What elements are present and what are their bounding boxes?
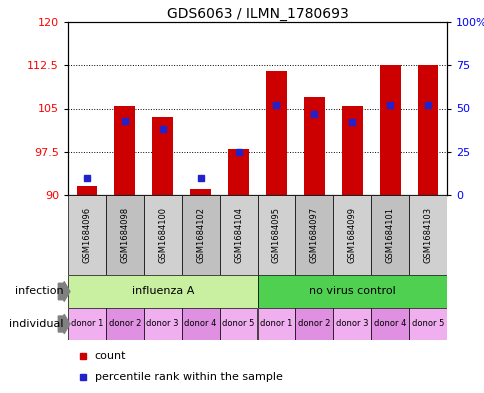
Bar (182, 195, 219, 275)
Bar (333, 308, 370, 340)
Bar (417, 65, 438, 195)
Text: donor 3: donor 3 (335, 320, 368, 329)
Bar (106, 308, 143, 340)
Text: infection: infection (15, 286, 63, 296)
Bar (266, 71, 286, 195)
Bar (68, 308, 106, 340)
Bar (143, 308, 182, 340)
Text: donor 2: donor 2 (108, 320, 141, 329)
Bar (182, 308, 219, 340)
Bar (408, 195, 446, 275)
Text: donor 3: donor 3 (146, 320, 179, 329)
Bar (106, 195, 143, 275)
Text: donor 5: donor 5 (411, 320, 443, 329)
Bar (295, 308, 333, 340)
Bar (190, 189, 211, 195)
Bar (257, 195, 295, 275)
Text: GSM1684102: GSM1684102 (196, 207, 205, 263)
Text: donor 4: donor 4 (373, 320, 406, 329)
Text: individual: individual (9, 319, 63, 329)
Bar (341, 106, 362, 195)
Text: GSM1684101: GSM1684101 (385, 207, 394, 263)
Bar (370, 308, 408, 340)
Text: donor 5: donor 5 (222, 320, 254, 329)
Text: GSM1684095: GSM1684095 (272, 207, 280, 263)
Bar (379, 65, 400, 195)
Bar (408, 308, 446, 340)
Bar (257, 308, 295, 340)
Text: donor 1: donor 1 (260, 320, 292, 329)
Text: GSM1684096: GSM1684096 (82, 207, 91, 263)
Bar (76, 186, 97, 195)
Bar (370, 195, 408, 275)
Bar (114, 106, 135, 195)
Text: donor 2: donor 2 (298, 320, 330, 329)
Title: GDS6063 / ILMN_1780693: GDS6063 / ILMN_1780693 (166, 7, 348, 21)
Bar (333, 195, 370, 275)
Text: GSM1684100: GSM1684100 (158, 207, 167, 263)
Bar (219, 308, 257, 340)
Bar (295, 195, 333, 275)
Text: GSM1684099: GSM1684099 (347, 207, 356, 263)
Text: GSM1684098: GSM1684098 (120, 207, 129, 263)
Bar (68, 195, 106, 275)
Text: count: count (94, 351, 126, 361)
Text: percentile rank within the sample: percentile rank within the sample (94, 372, 282, 382)
Bar (303, 97, 324, 195)
Bar (227, 149, 248, 195)
Bar (219, 195, 257, 275)
Bar (68, 275, 257, 308)
Bar (257, 275, 446, 308)
Bar (152, 117, 173, 195)
Text: no virus control: no virus control (308, 286, 395, 296)
Bar (143, 195, 182, 275)
Text: GSM1684103: GSM1684103 (423, 207, 432, 263)
Text: influenza A: influenza A (131, 286, 194, 296)
Text: donor 1: donor 1 (71, 320, 103, 329)
Text: GSM1684097: GSM1684097 (309, 207, 318, 263)
Text: GSM1684104: GSM1684104 (234, 207, 242, 263)
Text: donor 4: donor 4 (184, 320, 216, 329)
